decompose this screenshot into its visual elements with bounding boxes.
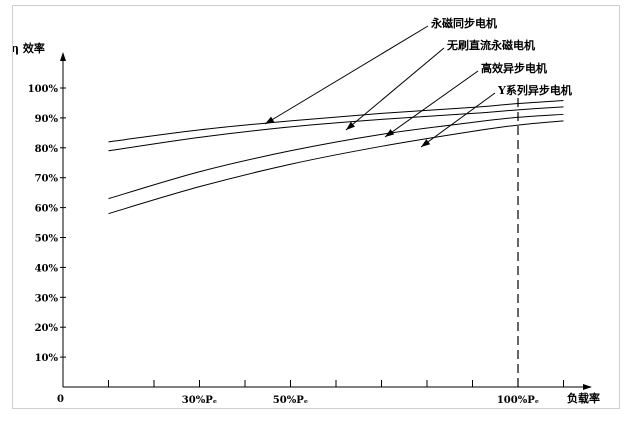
y-tick-label: 90% [35,114,59,125]
y-tick-label: 20% [35,323,59,334]
x-ticks: 30%Pₑ 50%Pₑ 100%Pₑ [108,380,564,406]
chart-frame: 10% 20% 30% 40% 50% 60% 70% 80% 90% 100% 30%Pₑ 50%… [12,5,620,409]
x-axis-title: 负载率 [567,391,600,405]
series-leader-line [384,70,479,138]
origin-label: 0 [57,394,64,405]
x-tick-label: 50%Pₑ [273,395,308,406]
series-leader-arrowhead [385,129,395,137]
series-leader-arrowhead [421,139,431,147]
y-tick-label: 50% [35,234,59,245]
y-ticks: 10% 20% 30% 40% 50% 60% 70% 80% 90% 100% [28,84,66,364]
efficiency-chart: 10% 20% 30% 40% 50% 60% 70% 80% 90% 100% 30%Pₑ 50%… [13,16,600,406]
x-axis-arrow [583,384,592,390]
y-axis-title: η 效率 [13,41,45,55]
y-tick-label: 70% [35,174,59,185]
series-leader-line [345,47,445,131]
x-tick-label: 30%Pₑ [182,395,217,406]
series-leader-line [264,25,429,125]
y-tick-label: 100% [28,84,59,95]
y-tick-label: 80% [35,144,59,155]
series-label: 永磁同步电机 [430,16,497,30]
y-axis-arrow [60,52,66,61]
series-curve-3 [108,113,564,200]
series-label: 高效异步电机 [481,61,547,75]
series-leader-arrowhead [265,116,275,124]
y-tick-label: 10% [35,353,59,364]
series-curve-1 [108,100,564,143]
y-tick-label: 30% [35,293,59,304]
series-label: Y系列异步电机 [497,83,572,97]
series-curve-4 [108,120,564,215]
x-tick-label: 100%Pₑ [497,395,539,406]
series-leader-line [420,92,496,148]
series-leader-arrowhead [346,121,355,130]
curves [108,100,564,215]
series-curve-2 [108,106,564,152]
y-tick-label: 40% [35,263,59,274]
y-tick-label: 60% [35,204,59,215]
axes [60,52,592,390]
series-label: 无刷直流永磁电机 [446,38,535,52]
